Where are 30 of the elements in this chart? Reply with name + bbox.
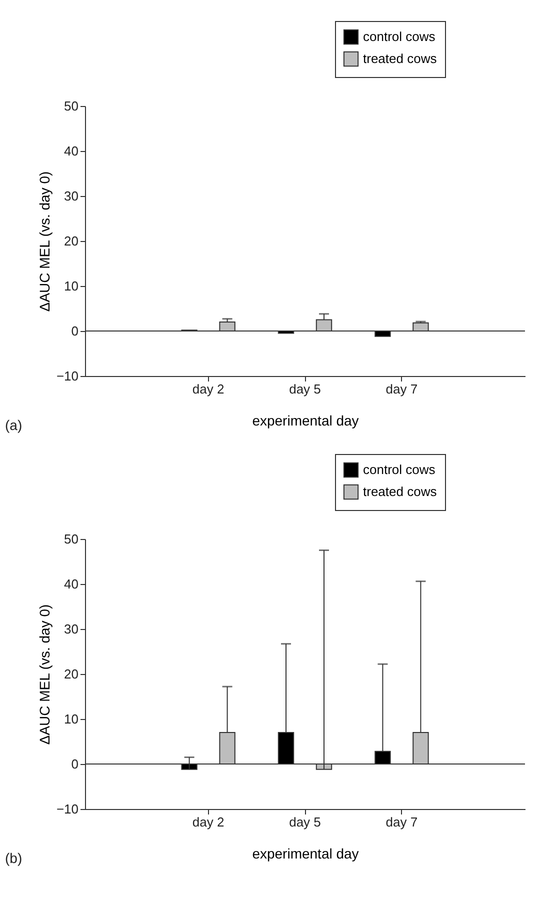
x-tick-label: day 2 bbox=[192, 382, 224, 396]
legend-label: treated cows bbox=[363, 484, 438, 499]
y-tick-label: 20 bbox=[64, 234, 78, 248]
legend-label: treated cows bbox=[363, 51, 438, 66]
y-tick-label: 20 bbox=[64, 666, 78, 682]
x-tick-label: day 7 bbox=[386, 382, 418, 396]
x-tick-label: day 2 bbox=[192, 814, 224, 830]
y-tick-label: −10 bbox=[56, 802, 78, 816]
y-tick-label: 0 bbox=[71, 756, 78, 772]
y-tick-label: 40 bbox=[64, 576, 78, 592]
y-tick-label: 30 bbox=[64, 622, 78, 636]
text: (a) bbox=[5, 417, 22, 433]
y-tick-label: 50 bbox=[64, 98, 78, 114]
y-tick-label: −10 bbox=[56, 368, 78, 384]
y-axis-title: ΔAUC MEL (vs. day 0) bbox=[36, 171, 52, 312]
y-tick-label: 0 bbox=[71, 324, 78, 338]
x-tick-label: day 5 bbox=[289, 814, 321, 830]
x-axis-title: experimental day bbox=[252, 846, 359, 862]
legend-label: control cows bbox=[363, 29, 436, 44]
y-tick-label: 10 bbox=[64, 712, 78, 726]
x-axis-title: experimental day bbox=[252, 412, 359, 428]
y-tick-label: 10 bbox=[64, 278, 78, 294]
y-tick-label: 50 bbox=[64, 532, 78, 546]
x-tick-label: day 5 bbox=[289, 382, 321, 396]
legend-label: control cows bbox=[363, 462, 436, 477]
y-tick-label: 40 bbox=[64, 144, 78, 158]
y-axis-title: ΔAUC MEL (vs. day 0) bbox=[36, 604, 52, 745]
y-tick-label: 30 bbox=[64, 188, 78, 204]
text: (b) bbox=[5, 850, 22, 866]
x-tick-label: day 7 bbox=[386, 814, 418, 830]
